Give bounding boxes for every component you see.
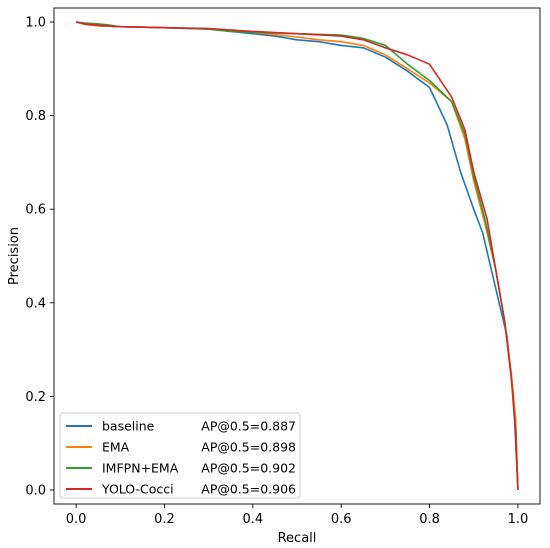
x-tick-label: 1.0	[508, 512, 529, 527]
x-tick-label: 0.4	[242, 512, 263, 527]
axes-frame	[53, 7, 541, 505]
y-tick-label: 0.6	[25, 203, 46, 218]
legend-box	[59, 412, 301, 499]
legend-ap-value: AP@0.5=0.887	[201, 419, 296, 434]
legend-series-name: YOLO-Cocci	[101, 482, 174, 497]
x-tick-label: 0.0	[66, 512, 87, 527]
x-axis-label: Recall	[278, 531, 317, 546]
y-tick-label: 1.0	[25, 16, 46, 31]
legend-ap-value: AP@0.5=0.898	[201, 440, 296, 455]
y-axis-label: Precision	[7, 227, 22, 285]
legend-series-name: baseline	[102, 419, 155, 434]
y-tick-label: 0.0	[25, 483, 46, 498]
x-axis-ticks: 0.0 0.2 0.4 0.6 0.8 1.0	[66, 504, 529, 527]
y-tick-label: 0.4	[25, 296, 46, 311]
y-tick-label: 0.2	[25, 390, 46, 405]
x-tick-label: 0.6	[331, 512, 352, 527]
legend-series-name: EMA	[102, 440, 130, 455]
x-tick-label: 0.8	[419, 512, 440, 527]
series-line-yolo-cocci	[75, 21, 519, 491]
plot-area	[53, 7, 541, 505]
legend: baseline AP@0.5=0.887 EMA AP@0.5=0.898 IMFPN…	[59, 412, 301, 499]
x-tick-label: 0.2	[154, 512, 175, 527]
legend-series-name: IMFPN+EMA	[102, 461, 179, 476]
y-tick-label: 0.8	[25, 109, 46, 124]
legend-ap-value: AP@0.5=0.902	[201, 461, 296, 476]
y-axis-ticks: 0.0 0.2 0.4 0.6 0.8 1.0	[25, 16, 54, 498]
legend-ap-value: AP@0.5=0.906	[201, 482, 296, 497]
